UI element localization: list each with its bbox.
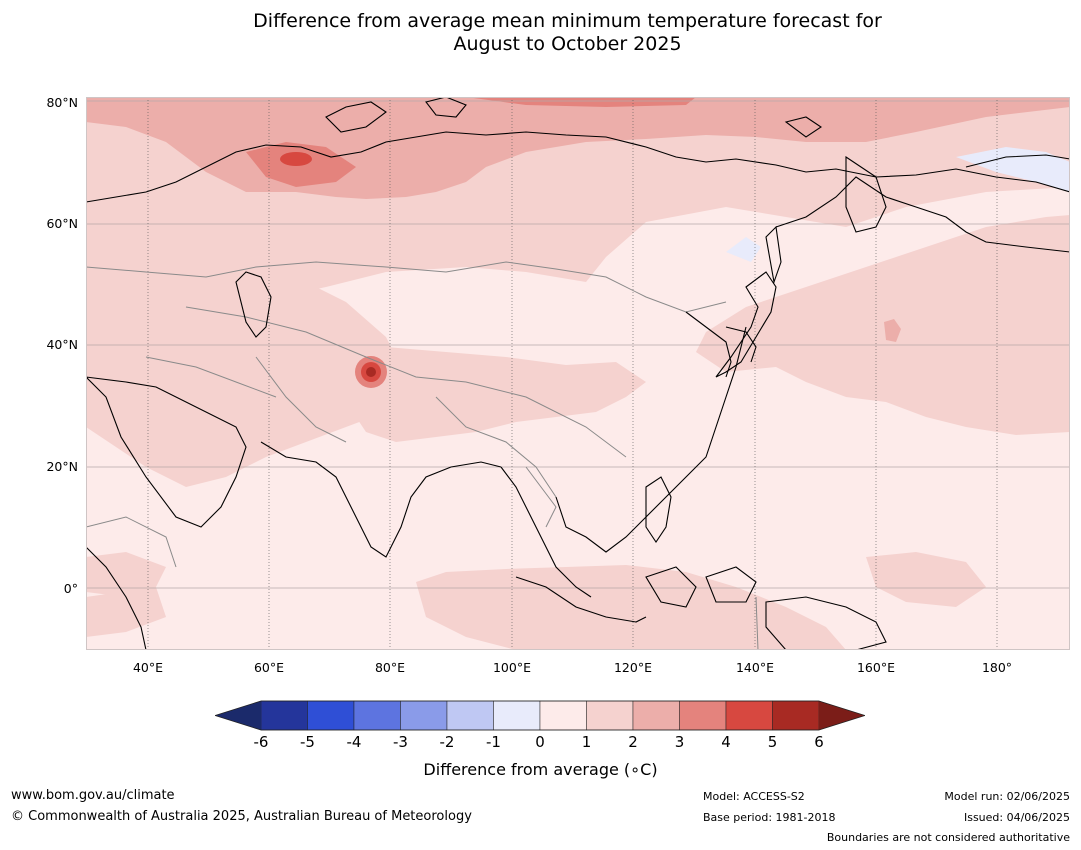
lat-label-20n: 20°N [46,459,78,474]
colorbar-tick: 0 [535,733,545,751]
map-title-line2: August to October 2025 [453,33,682,55]
chukotka-coast [965,154,1070,168]
map-title-line1: Difference from average mean minimum tem… [253,10,882,32]
lat-label-40n: 40°N [46,337,78,352]
colorbar-tick: 2 [628,733,638,751]
colorbar-segment [725,700,773,731]
lat-label-60n: 60°N [46,216,78,231]
disclaimer-text: Boundaries are not considered authoritat… [826,831,1070,844]
colorbar-segment [446,700,494,731]
lon-label-80e: 80°E [374,660,406,675]
colorbar-tick: -2 [439,733,455,751]
colorbar-segment [493,700,541,731]
colorbar [215,700,865,731]
colorbar-tick: -3 [393,733,408,751]
anomaly-negative-regions [726,147,1070,262]
lon-label-60e: 60°E [253,660,285,675]
colorbar-segment [772,700,820,731]
lon-label-120e: 120°E [613,660,652,675]
forecast-map [86,97,1070,650]
model-run-text: Model run: 02/06/2025 [944,790,1070,803]
colorbar-tick: -1 [486,733,501,751]
colorbar-under-arrow [215,701,261,730]
website-link[interactable]: www.bom.gov.au/climate [11,788,175,803]
colorbar-label: Difference from average (∘C) [423,760,658,779]
anomaly-1-2-regions [86,97,1070,650]
colorbar-outline [215,700,865,731]
colorbar-tick: 5 [767,733,778,751]
copyright-text: © Commonwealth of Australia 2025, Austra… [11,809,472,824]
lon-label-40e: 40°E [132,660,164,675]
lat-label-0: 0° [63,581,78,596]
lon-label-160e: 160°E [856,660,895,675]
longitude-gridlines [147,97,998,650]
model-text: Model: ACCESS-S2 [703,790,805,803]
lon-label-140e: 140°E [735,660,774,675]
issued-text: Issued: 04/06/2025 [963,811,1070,824]
colorbar-tick: 3 [674,733,685,751]
colorbar-segment [307,700,355,731]
colorbar-segment [632,700,680,731]
colorbar-tick: -6 [253,733,269,751]
colorbar-tick: 4 [721,733,731,751]
colorbar-segment [586,700,634,731]
lon-label-180: 180° [981,660,1013,675]
colorbar-over-arrow [819,701,865,730]
colorbar-segment [260,700,308,731]
colorbar-tick: 1 [581,733,592,751]
colorbar-segment [400,700,448,731]
coastlines [86,97,1070,650]
colorbar-tick: -5 [300,733,315,751]
colorbar-segment [679,700,727,731]
lon-label-100e: 100°E [492,660,531,675]
base-period-text: Base period: 1981-2018 [703,811,836,824]
colorbar-tick: -4 [346,733,362,751]
country-borders [86,261,759,650]
anomaly-hotspots [280,152,381,382]
latitude-gridlines [86,100,1070,589]
map-frame [86,97,1070,650]
map-canvas [86,97,1070,650]
colorbar-segment [539,700,587,731]
lat-label-80n: 80°N [46,95,78,110]
colorbar-segment [353,700,401,731]
colorbar-tick: 6 [814,733,824,751]
